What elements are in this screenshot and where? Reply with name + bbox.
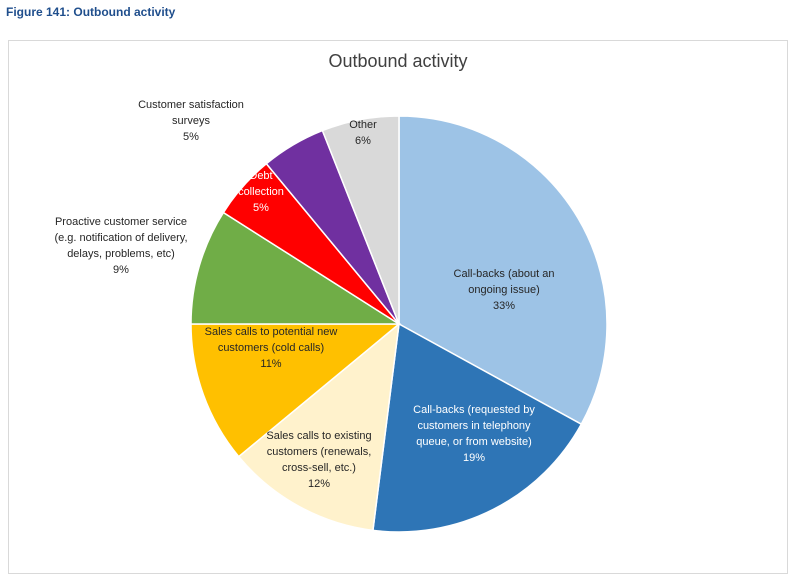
figure-caption: Figure 141: Outbound activity: [6, 5, 176, 19]
pie-label-4: Proactive customer service (e.g. notifica…: [54, 216, 187, 276]
pie-slice-1: [372, 322, 583, 533]
pie-slice-0: [398, 115, 608, 426]
pie-label-5: Debt collection 5%: [238, 170, 284, 214]
pie-slice-3: [190, 323, 402, 458]
pie-label-7: Other 6%: [349, 119, 377, 147]
pie-slice-4: [190, 211, 402, 325]
pie-slice-2: [237, 322, 400, 532]
pie-slices: [190, 115, 608, 533]
pie-label-6: Customer satisfaction surveys 5%: [138, 99, 244, 143]
chart-frame: Outbound activity Call-backs (about an on…: [8, 40, 788, 574]
pie-label-1: Call-backs (requested by customers in tel…: [413, 404, 535, 464]
pie-slice-7: [321, 115, 400, 325]
pie-label-2: Sales calls to existing customers (renewa…: [266, 430, 371, 490]
chart-title: Outbound activity: [328, 51, 468, 71]
pie-label-0: Call-backs (about an ongoing issue) 33%: [454, 268, 555, 312]
pie-label-3: Sales calls to potential new customers (c…: [205, 326, 338, 370]
pie-chart: Call-backs (about an ongoing issue) 33% Cal…: [54, 99, 608, 533]
pie-labels: Call-backs (about an ongoing issue) 33% Cal…: [54, 99, 554, 490]
